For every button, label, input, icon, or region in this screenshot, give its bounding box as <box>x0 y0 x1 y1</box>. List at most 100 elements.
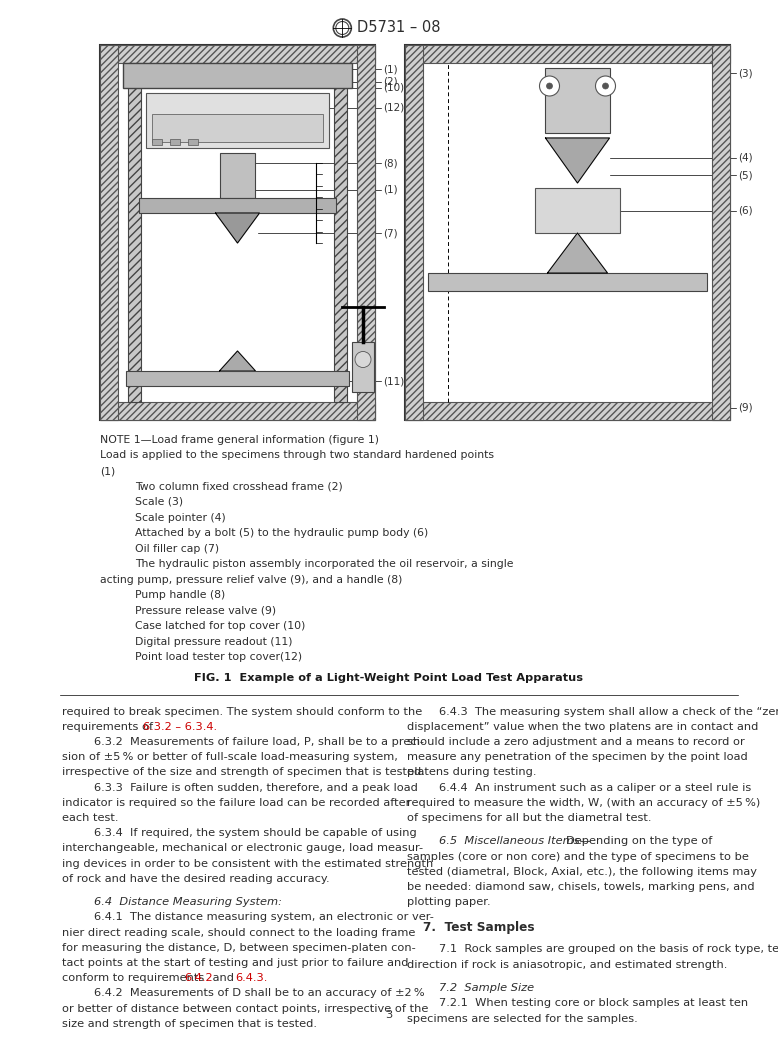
Text: (3): (3) <box>738 68 752 78</box>
Circle shape <box>602 83 608 88</box>
Bar <box>146 93 329 148</box>
Text: 6.4.4  An instrument such as a caliper or a steel rule is: 6.4.4 An instrument such as a caliper or… <box>439 783 752 792</box>
Text: Case latched for top cover (10): Case latched for top cover (10) <box>135 621 306 631</box>
Text: irrespective of the size and strength of specimen that is tested.: irrespective of the size and strength of… <box>62 767 425 778</box>
Bar <box>100 45 375 64</box>
Text: 6.5  Miscellaneous Items—: 6.5 Miscellaneous Items— <box>439 837 591 846</box>
Text: of specimens for all but the diametral test.: of specimens for all but the diametral t… <box>407 813 651 822</box>
Text: acting pump, pressure relief valve (9), and a handle (8): acting pump, pressure relief valve (9), … <box>100 575 402 584</box>
Text: 6.4.3  The measuring system shall allow a check of the “zero: 6.4.3 The measuring system shall allow a… <box>439 707 778 716</box>
Text: (1): (1) <box>383 185 398 195</box>
Text: D5731 – 08: D5731 – 08 <box>357 21 441 35</box>
Text: 7.1  Rock samples are grouped on the basis of rock type, test: 7.1 Rock samples are grouped on the basi… <box>439 944 778 955</box>
Circle shape <box>539 76 559 96</box>
Text: conform to requirements: conform to requirements <box>62 973 208 984</box>
Text: indicator is required so the failure load can be recorded after: indicator is required so the failure loa… <box>62 797 410 808</box>
Bar <box>152 139 162 145</box>
Text: (4): (4) <box>738 153 752 163</box>
Text: Pump handle (8): Pump handle (8) <box>135 590 226 600</box>
Text: tested (diametral, Block, Axial, etc.), the following items may: tested (diametral, Block, Axial, etc.), … <box>407 867 757 877</box>
Text: samples (core or non core) and the type of specimens to be: samples (core or non core) and the type … <box>407 852 749 862</box>
Text: 6.3.4  If required, the system should be capable of using: 6.3.4 If required, the system should be … <box>94 828 417 838</box>
Text: 6.3.2  Measurements of failure load, P, shall be to a preci-: 6.3.2 Measurements of failure load, P, s… <box>94 737 424 746</box>
Text: Scale (3): Scale (3) <box>135 497 183 507</box>
Text: 7.  Test Samples: 7. Test Samples <box>423 921 534 934</box>
Circle shape <box>595 76 615 96</box>
Text: plotting paper.: plotting paper. <box>407 897 491 908</box>
Text: Load is applied to the specimens through two standard hardened points: Load is applied to the specimens through… <box>100 451 494 460</box>
Text: 3: 3 <box>385 1010 393 1020</box>
Text: and: and <box>209 973 238 984</box>
Bar <box>535 188 620 233</box>
Text: The hydraulic piston assembly incorporated the oil reservoir, a single: The hydraulic piston assembly incorporat… <box>135 559 513 569</box>
Text: Two column fixed crosshead frame (2): Two column fixed crosshead frame (2) <box>135 482 343 491</box>
Polygon shape <box>219 351 255 371</box>
Text: (2): (2) <box>383 77 398 86</box>
Bar <box>128 64 141 402</box>
Text: (9): (9) <box>738 403 752 413</box>
Text: should include a zero adjustment and a means to record or: should include a zero adjustment and a m… <box>407 737 745 746</box>
Circle shape <box>546 83 552 88</box>
Text: (1): (1) <box>100 466 115 476</box>
Text: (5): (5) <box>738 170 752 180</box>
Text: ing devices in order to be consistent with the estimated strength: ing devices in order to be consistent wi… <box>62 859 433 868</box>
Text: 6.3.3  Failure is often sudden, therefore, and a peak load: 6.3.3 Failure is often sudden, therefore… <box>94 783 418 792</box>
Text: tact points at the start of testing and just prior to failure and: tact points at the start of testing and … <box>62 958 408 968</box>
Text: NOTE 1—Load frame general information (figure 1): NOTE 1—Load frame general information (f… <box>100 435 379 445</box>
Text: (8): (8) <box>383 158 398 168</box>
Text: Depending on the type of: Depending on the type of <box>566 837 713 846</box>
Text: (12): (12) <box>383 103 405 113</box>
Polygon shape <box>545 138 609 183</box>
Text: Oil filler cap (7): Oil filler cap (7) <box>135 543 219 554</box>
Text: be needed: diamond saw, chisels, towels, marking pens, and: be needed: diamond saw, chisels, towels,… <box>407 882 755 892</box>
Bar <box>152 115 323 142</box>
Bar <box>428 273 707 291</box>
Text: 6.4  Distance Measuring System:: 6.4 Distance Measuring System: <box>94 897 282 908</box>
Bar <box>357 45 375 420</box>
Bar <box>405 402 730 420</box>
Text: 6.4.1  The distance measuring system, an electronic or ver-: 6.4.1 The distance measuring system, an … <box>94 913 434 922</box>
Text: FIG. 1  Example of a Light-Weight Point Load Test Apparatus: FIG. 1 Example of a Light-Weight Point L… <box>194 672 584 683</box>
Circle shape <box>355 352 371 367</box>
Bar <box>220 153 255 198</box>
Text: specimens are selected for the samples.: specimens are selected for the samples. <box>407 1014 638 1023</box>
Text: 7.2  Sample Size: 7.2 Sample Size <box>439 983 534 993</box>
Bar <box>405 45 730 64</box>
Bar <box>545 68 610 133</box>
Text: displacement” value when the two platens are in contact and: displacement” value when the two platens… <box>407 721 759 732</box>
Bar <box>712 45 730 420</box>
Bar <box>100 45 375 420</box>
Text: (10): (10) <box>383 83 404 93</box>
Text: Digital pressure readout (11): Digital pressure readout (11) <box>135 636 293 646</box>
Text: Point load tester top cover(12): Point load tester top cover(12) <box>135 652 302 662</box>
Text: interchangeable, mechanical or electronic gauge, load measur-: interchangeable, mechanical or electroni… <box>62 843 423 854</box>
Text: requirements of: requirements of <box>62 721 156 732</box>
Text: platens during testing.: platens during testing. <box>407 767 537 778</box>
Text: Pressure release valve (9): Pressure release valve (9) <box>135 606 276 615</box>
Text: measure any penetration of the specimen by the point load: measure any penetration of the specimen … <box>407 752 748 762</box>
Text: 6.4.2  Measurements of D shall be to an accuracy of ±2 %: 6.4.2 Measurements of D shall be to an a… <box>94 989 425 998</box>
Text: 7.2.1  When testing core or block samples at least ten: 7.2.1 When testing core or block samples… <box>439 998 748 1009</box>
Text: required to break specimen. The system should conform to the: required to break specimen. The system s… <box>62 707 422 716</box>
Polygon shape <box>548 233 608 273</box>
Text: each test.: each test. <box>62 813 118 822</box>
Bar <box>170 139 180 145</box>
Text: 6.3.2 – 6.3.4.: 6.3.2 – 6.3.4. <box>143 721 218 732</box>
Text: 6.4.2: 6.4.2 <box>184 973 212 984</box>
Text: 6.4.3.: 6.4.3. <box>235 973 267 984</box>
Bar <box>100 402 375 420</box>
Text: direction if rock is aniasotropic, and estimated strength.: direction if rock is aniasotropic, and e… <box>407 960 727 969</box>
Bar <box>334 64 347 402</box>
Text: size and strength of specimen that is tested.: size and strength of specimen that is te… <box>62 1019 317 1029</box>
Bar <box>188 139 198 145</box>
Text: nier direct reading scale, should connect to the loading frame: nier direct reading scale, should connec… <box>62 928 415 938</box>
Text: (11): (11) <box>383 376 405 386</box>
Text: Attached by a bolt (5) to the hydraulic pump body (6): Attached by a bolt (5) to the hydraulic … <box>135 528 428 538</box>
Text: for measuring the distance, D, between specimen-platen con-: for measuring the distance, D, between s… <box>62 943 415 953</box>
Bar <box>100 45 118 420</box>
Polygon shape <box>216 213 260 243</box>
Bar <box>405 45 423 420</box>
Bar <box>405 45 730 420</box>
Bar <box>139 198 336 213</box>
Text: or better of distance between contact points, irrespective of the: or better of distance between contact po… <box>62 1004 429 1014</box>
